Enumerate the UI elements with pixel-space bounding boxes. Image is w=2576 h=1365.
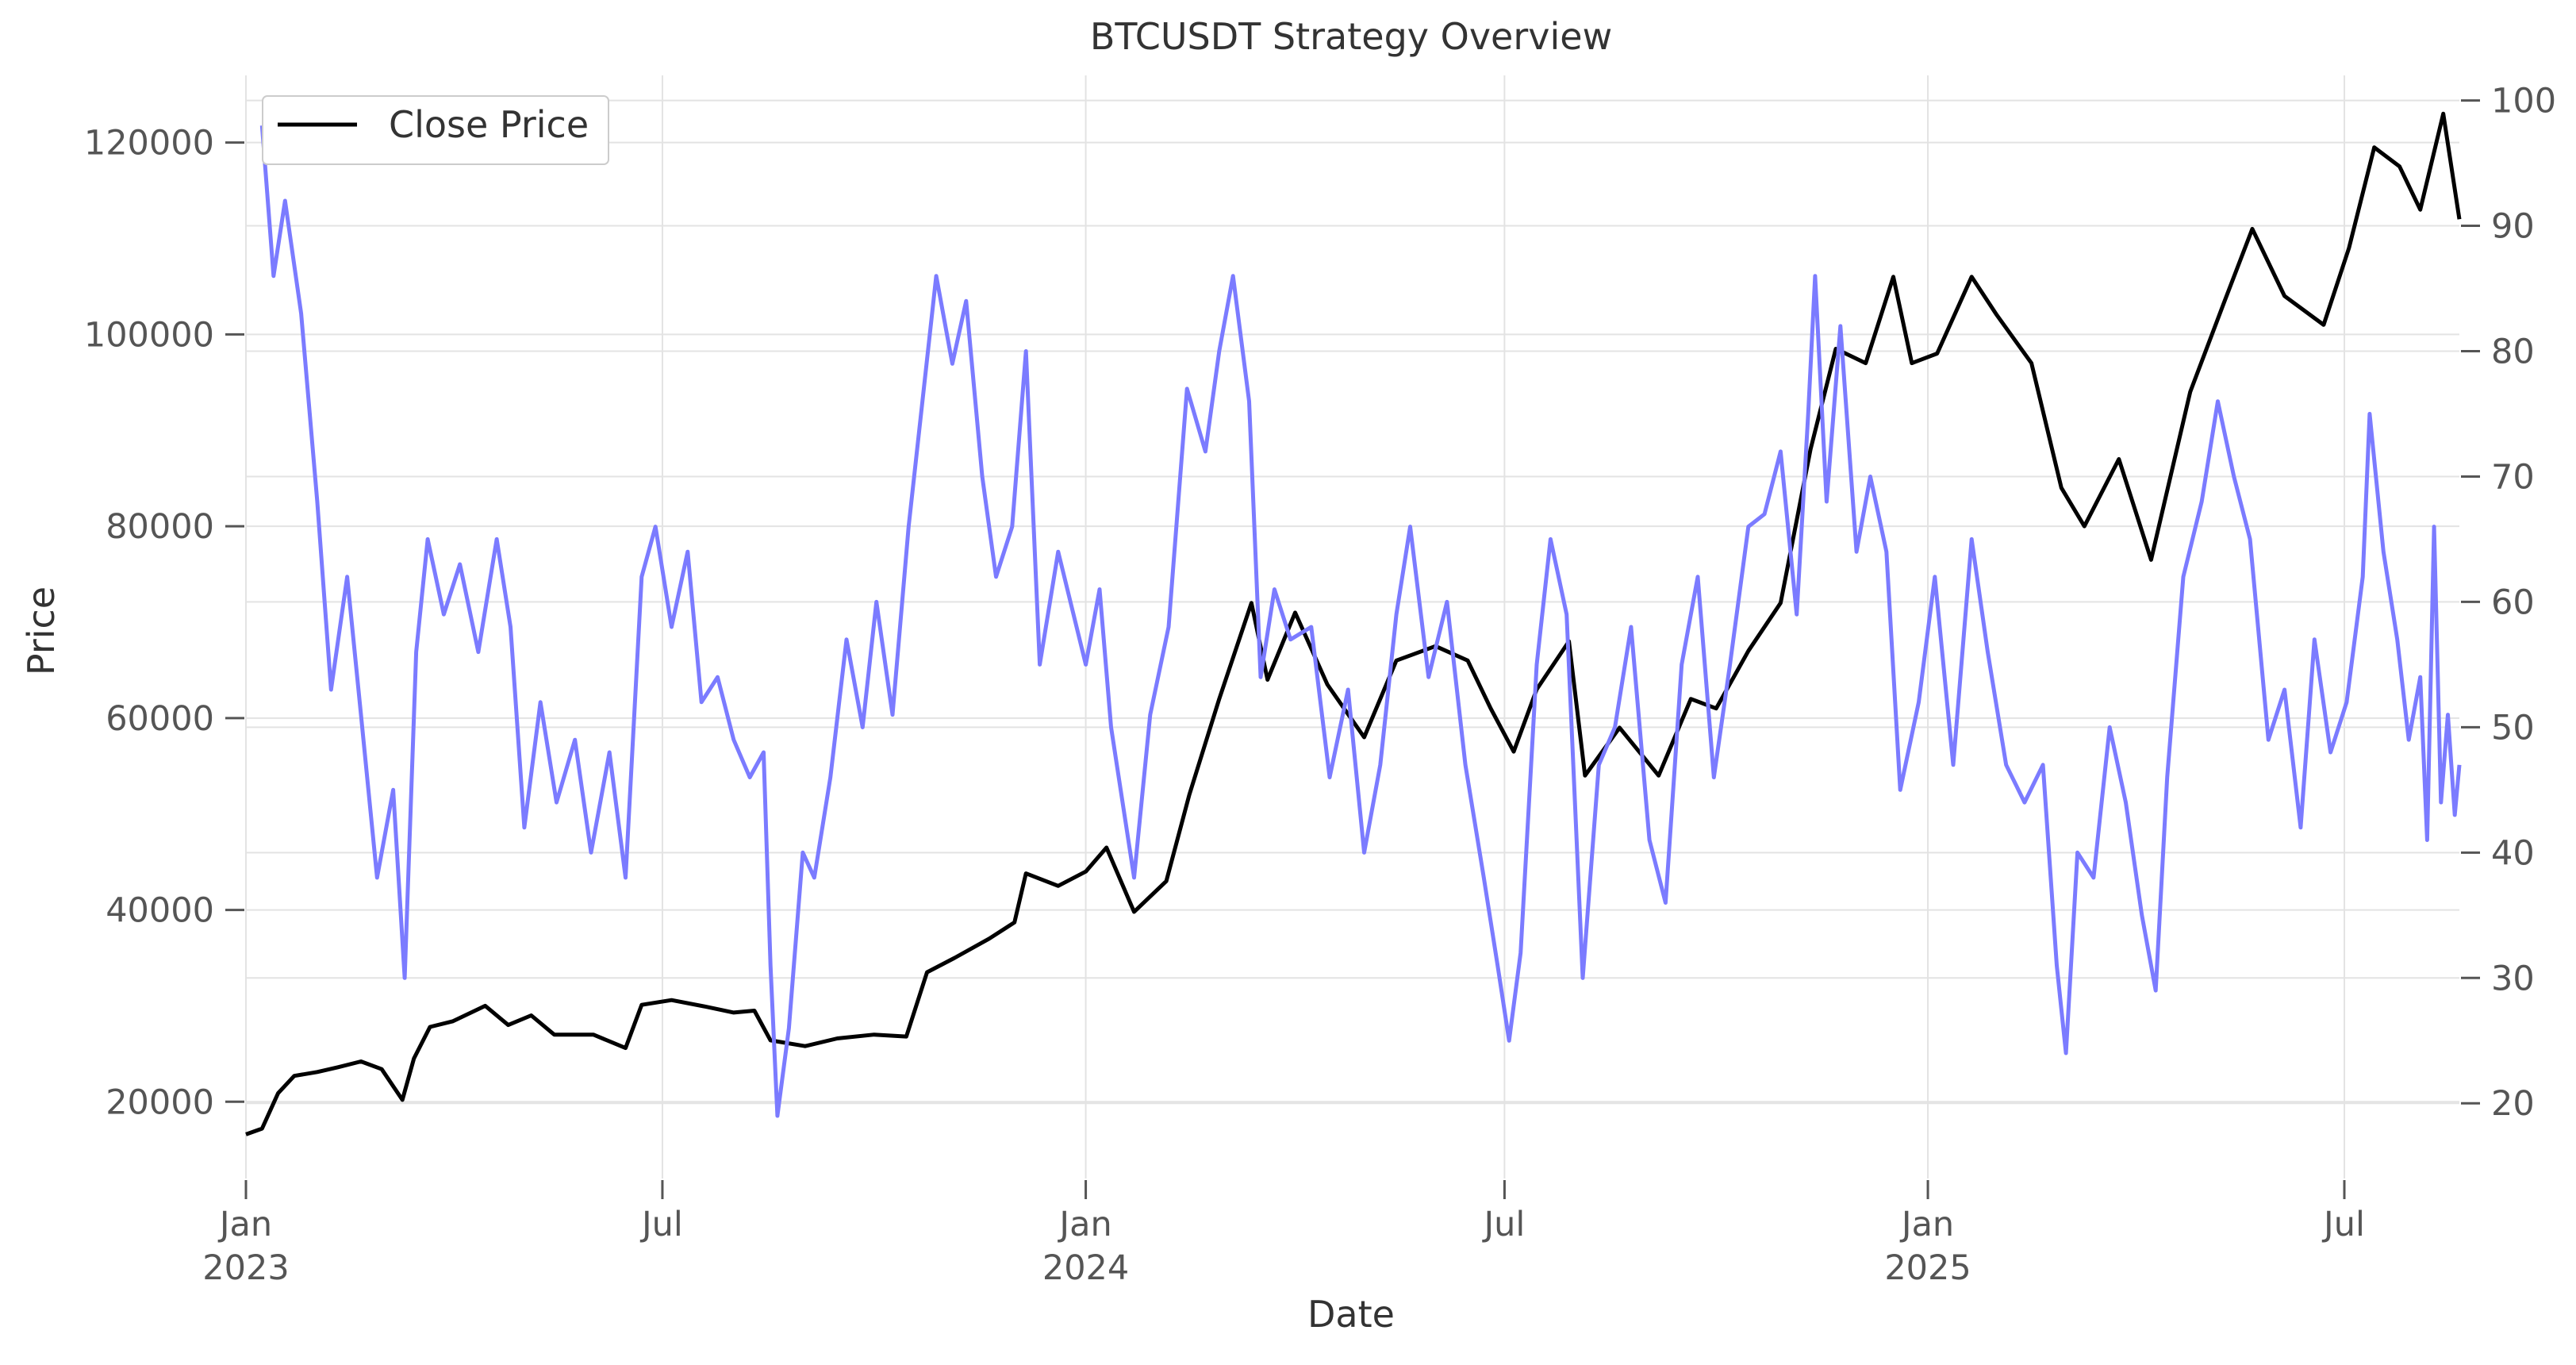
y2-tick-label: 100	[2491, 82, 2556, 121]
legend-box	[262, 95, 609, 165]
y-axis-label: Price	[20, 586, 63, 675]
x-tick-label-year: 2025	[1884, 1248, 1971, 1288]
legend: Close Price	[262, 95, 609, 165]
axes-layer: 20000 40000 60000 80000 100000 120000 20 30 40 50…	[84, 82, 2556, 1288]
x-tick-label-month: Jul	[2321, 1205, 2365, 1244]
y2-tick-label: 60	[2491, 583, 2535, 622]
x-tick-label-year: 2023	[202, 1248, 289, 1288]
x-tick-label-year: 2024	[1042, 1248, 1129, 1288]
x-tick-label-month: Jul	[639, 1205, 683, 1244]
series-layer	[245, 111, 2462, 1136]
y-tick-label: 120000	[84, 124, 214, 163]
y2-tick-label: 40	[2491, 833, 2535, 873]
y-tick-label: 60000	[106, 699, 214, 739]
x-tick-label-month: Jan	[1899, 1205, 1954, 1244]
y-tick-label: 80000	[106, 507, 214, 547]
x-tick-label-month: Jan	[217, 1205, 272, 1244]
y-tick-label: 20000	[106, 1082, 214, 1122]
series-line-close-price	[245, 111, 2462, 1136]
x-tick-label-month: Jul	[1481, 1205, 1525, 1244]
y2-tick-label: 30	[2491, 959, 2535, 998]
x-tick-label-month: Jan	[1057, 1205, 1111, 1244]
grid-layer	[245, 75, 2459, 1179]
y-tick-label: 40000	[106, 891, 214, 931]
y2-tick-label: 90	[2491, 207, 2535, 247]
x-axis-label: Date	[1307, 1293, 1395, 1336]
y2-tick-label: 70	[2491, 457, 2535, 497]
chart-title: BTCUSDT Strategy Overview	[1090, 15, 1612, 58]
y2-tick-label: 80	[2491, 333, 2535, 372]
y2-tick-label: 20	[2491, 1084, 2535, 1124]
y-tick-label: 100000	[84, 315, 214, 355]
y2-tick-label: 50	[2491, 708, 2535, 748]
series-line-indicator	[259, 125, 2462, 1118]
legend-label-close-price: Close Price	[389, 103, 589, 146]
